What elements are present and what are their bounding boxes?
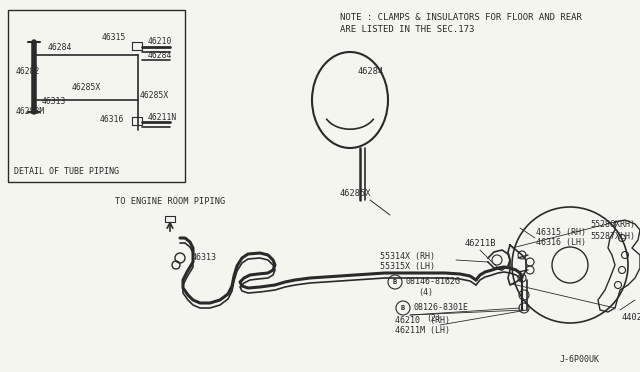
Text: 46211B: 46211B: [465, 238, 497, 247]
Text: NOTE : CLAMPS & INSULATORS FOR FLOOR AND REAR: NOTE : CLAMPS & INSULATORS FOR FLOOR AND…: [340, 13, 582, 22]
Text: 44020A: 44020A: [622, 314, 640, 323]
Text: 46288M: 46288M: [16, 108, 45, 116]
Bar: [132, 117, 142, 125]
Text: 46282: 46282: [16, 67, 40, 77]
Text: 46211N: 46211N: [148, 113, 177, 122]
Text: 46316 (LH): 46316 (LH): [536, 238, 586, 247]
Text: 55287XLH): 55287XLH): [590, 231, 635, 241]
Text: 46210  (RH): 46210 (RH): [395, 315, 450, 324]
Text: 55286XRH): 55286XRH): [590, 221, 635, 230]
Text: (4): (4): [418, 289, 433, 298]
Text: 46316: 46316: [100, 115, 124, 125]
Text: 46285X: 46285X: [72, 83, 101, 93]
Text: 46315 (RH): 46315 (RH): [536, 228, 586, 237]
Text: 46313: 46313: [42, 97, 67, 106]
Text: 46284: 46284: [148, 51, 172, 61]
Text: 46285X: 46285X: [140, 90, 169, 99]
Text: B: B: [393, 279, 397, 285]
Text: (2): (2): [426, 314, 441, 324]
Text: J-6P00UK: J-6P00UK: [560, 356, 600, 365]
Text: TO ENGINE ROOM PIPING: TO ENGINE ROOM PIPING: [115, 198, 225, 206]
Text: DETAIL OF TUBE PIPING: DETAIL OF TUBE PIPING: [14, 167, 119, 176]
Text: 46284: 46284: [358, 67, 384, 77]
Text: 55315X (LH): 55315X (LH): [380, 263, 435, 272]
Text: 46211M (LH): 46211M (LH): [395, 327, 450, 336]
Bar: [132, 42, 142, 50]
Text: ARE LISTED IN THE SEC.173: ARE LISTED IN THE SEC.173: [340, 26, 474, 35]
Text: 55314X (RH): 55314X (RH): [380, 251, 435, 260]
Text: 46285X: 46285X: [340, 189, 371, 198]
Text: 08146-8162G: 08146-8162G: [406, 278, 461, 286]
Text: 46210: 46210: [148, 38, 172, 46]
Text: 08126-8301E: 08126-8301E: [414, 304, 469, 312]
Text: 46315: 46315: [102, 33, 126, 42]
Text: B: B: [401, 305, 405, 311]
Bar: [8, 10, 185, 182]
Text: 46313: 46313: [192, 253, 217, 263]
Text: 46284: 46284: [48, 44, 72, 52]
Bar: [165, 216, 175, 222]
